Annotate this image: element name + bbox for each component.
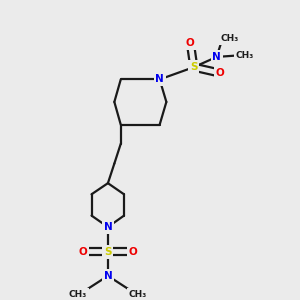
Text: S: S xyxy=(190,62,198,72)
Text: O: O xyxy=(128,247,137,257)
Text: O: O xyxy=(186,38,195,48)
Text: N: N xyxy=(155,74,164,84)
Text: N: N xyxy=(103,271,112,281)
Text: O: O xyxy=(215,68,224,78)
Text: S: S xyxy=(104,247,112,257)
Text: CH₃: CH₃ xyxy=(221,34,239,43)
Text: N: N xyxy=(212,52,221,62)
Text: N: N xyxy=(103,222,112,232)
Text: CH₃: CH₃ xyxy=(69,290,87,299)
Text: CH₃: CH₃ xyxy=(236,51,254,60)
Text: CH₃: CH₃ xyxy=(129,290,147,299)
Text: O: O xyxy=(79,247,87,257)
